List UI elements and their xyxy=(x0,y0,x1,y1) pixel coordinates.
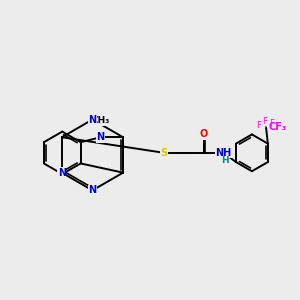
Text: CH₃: CH₃ xyxy=(91,116,110,125)
Text: F: F xyxy=(269,119,274,128)
Text: O: O xyxy=(200,129,208,140)
Text: NH: NH xyxy=(215,148,232,158)
Text: F: F xyxy=(256,122,261,130)
Text: N: N xyxy=(58,168,66,178)
Text: N: N xyxy=(96,132,104,142)
Text: H: H xyxy=(221,156,229,165)
Text: F: F xyxy=(262,117,267,126)
Text: N: N xyxy=(88,185,97,195)
Text: N: N xyxy=(88,115,97,124)
Text: S: S xyxy=(160,148,168,158)
Text: CF₃: CF₃ xyxy=(269,122,287,132)
